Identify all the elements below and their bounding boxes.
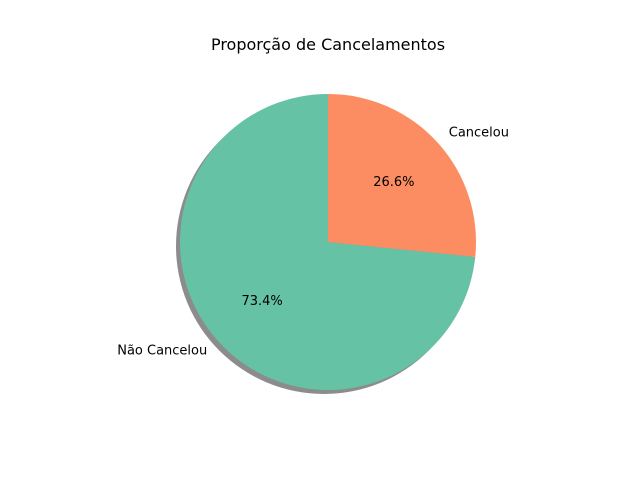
slice-percent-nao-cancelou: 73.4% <box>241 294 282 309</box>
slice-label-cancelou: Cancelou <box>449 125 509 140</box>
slice-percent-cancelou: 26.6% <box>373 175 414 190</box>
pie-slice-cancelou <box>328 94 476 257</box>
pie-labels: Não Cancelou 73.4% Cancelou 26.6% <box>117 125 509 358</box>
pie-slice-nao-cancelou <box>179 94 476 391</box>
pie-slices <box>179 94 476 391</box>
slice-label-nao-cancelou: Não Cancelou <box>117 344 207 359</box>
chart-title: Proporção de Cancelamentos <box>211 35 445 54</box>
